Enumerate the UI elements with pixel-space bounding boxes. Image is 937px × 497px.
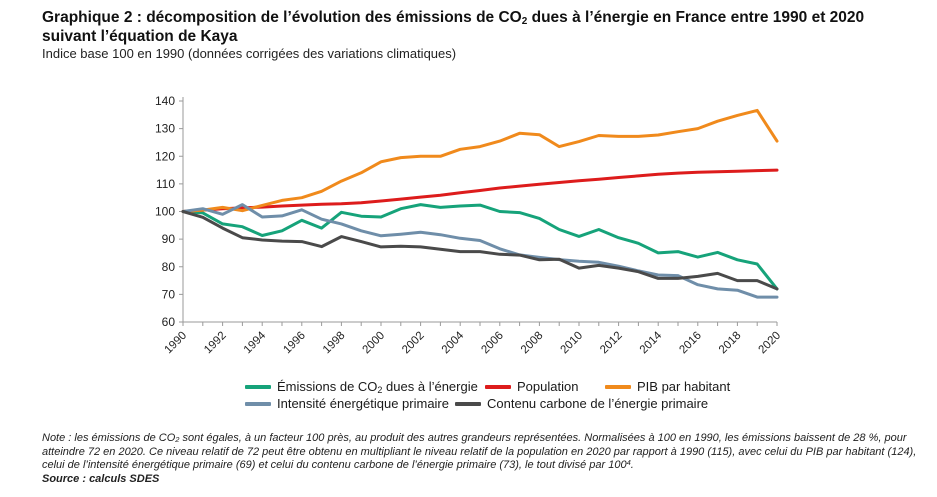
y-tick-label: 70 [162, 287, 176, 301]
chart-subtitle: Indice base 100 en 1990 (données corrigé… [42, 46, 457, 61]
x-tick-label: 2010 [559, 330, 586, 357]
legend-swatch-carbone [455, 401, 481, 406]
x-tick-label: 1990 [163, 330, 190, 357]
legend-label-population: Population [517, 379, 579, 394]
legend-label-carbone: Contenu carbone de l’énergie primaire [487, 396, 709, 411]
legend-item-pib: PIB par habitant [605, 379, 730, 394]
x-tick-label: 1996 [281, 330, 308, 357]
x-tick-label: 2016 [677, 330, 704, 357]
y-tick-label: 130 [155, 122, 175, 136]
x-tick-label: 2000 [361, 330, 388, 357]
legend-swatch-pib [605, 384, 631, 389]
x-tick-label: 2012 [598, 330, 625, 357]
legend-swatch-population [485, 384, 511, 389]
y-tick-label: 120 [155, 149, 175, 163]
x-tick-label: 2018 [717, 330, 744, 357]
chart-note: Note : les émissions de CO2 sont égales,… [42, 432, 917, 485]
x-tick-label: 1994 [242, 329, 269, 356]
y-tick-label: 90 [162, 232, 176, 246]
legend-item-emissions: Émissions de CO2 dues à l’énergie [245, 379, 478, 395]
legend-label-emissions: Émissions de CO2 dues à l’énergie [277, 379, 478, 395]
series-line-carbone [181, 210, 779, 291]
x-tick-label: 1998 [321, 330, 348, 357]
x-tick-label: 2020 [757, 330, 784, 357]
x-tick-label: 2014 [638, 329, 665, 356]
legend-swatch-intensite [245, 401, 271, 406]
chart-title: Graphique 2 : décomposition de l’évoluti… [42, 9, 865, 45]
legend-swatch-emissions [245, 384, 271, 389]
series-line-intensite [181, 203, 779, 299]
series-line-population [181, 168, 779, 213]
legend-label-pib: PIB par habitant [637, 379, 731, 394]
series-line-pib [181, 108, 779, 213]
x-tick-label: 1992 [202, 330, 229, 357]
y-tick-label: 140 [155, 94, 175, 108]
legend-item-population: Population [485, 379, 578, 394]
source-line: Source : calculs SDES [42, 472, 160, 485]
line-chart: 60 70 80 90 100 110 120 130 140 1990 1992 1994 1996 1… [155, 94, 784, 357]
legend-label-intensite: Intensité énergétique primaire [277, 396, 449, 411]
series-line-emissions [181, 203, 779, 291]
y-tick-label: 60 [162, 315, 176, 329]
y-tick-label: 100 [155, 205, 175, 219]
y-tick-label: 110 [156, 177, 175, 191]
x-tick-label: 2004 [440, 329, 467, 356]
legend-item-carbone: Contenu carbone de l’énergie primaire [455, 396, 708, 411]
x-tick-label: 2002 [400, 330, 427, 357]
y-tick-label: 80 [162, 260, 176, 274]
x-tick-label: 2008 [519, 330, 546, 357]
legend-item-intensite: Intensité énergétique primaire [245, 396, 449, 411]
x-tick-label: 2006 [479, 330, 506, 357]
